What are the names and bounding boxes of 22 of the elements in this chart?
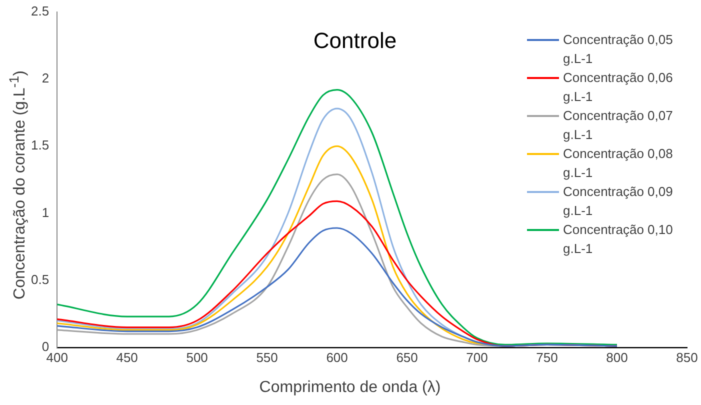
x-tick-label: 450	[116, 350, 138, 365]
legend-label: Concentração 0,07 g.L-1	[563, 107, 674, 144]
legend-label: Concentração 0,08 g.L-1	[563, 145, 674, 182]
x-tick-label: 750	[536, 350, 558, 365]
y-tick-label: 0.5	[30, 272, 50, 287]
x-tick-label: 550	[256, 350, 278, 365]
legend-label: Concentração 0,06 g.L-1	[563, 69, 674, 106]
legend-label: Concentração 0,05 g.L-1	[563, 31, 674, 68]
y-tick-label: 1	[42, 204, 50, 220]
x-tick-label: 500	[186, 350, 208, 365]
y-tick-label: 2.5	[30, 4, 50, 19]
y-tick-label: 2	[42, 70, 50, 86]
text: Controle	[312, 28, 398, 54]
x-tick-label: 700	[466, 350, 488, 365]
y-tick-label: 1.5	[30, 138, 50, 153]
x-axis-title: Comprimento de onda (λ)	[258, 379, 442, 397]
x-tick-label: 650	[396, 350, 418, 365]
legend-label: Concentração 0,09 g.L-1	[563, 183, 674, 220]
x-tick-label: 600	[326, 350, 348, 365]
x-tick-label: 850	[676, 350, 698, 365]
legend-label: Concentração 0,10 g.L-1	[563, 221, 674, 258]
x-tick-label: 800	[606, 350, 628, 365]
